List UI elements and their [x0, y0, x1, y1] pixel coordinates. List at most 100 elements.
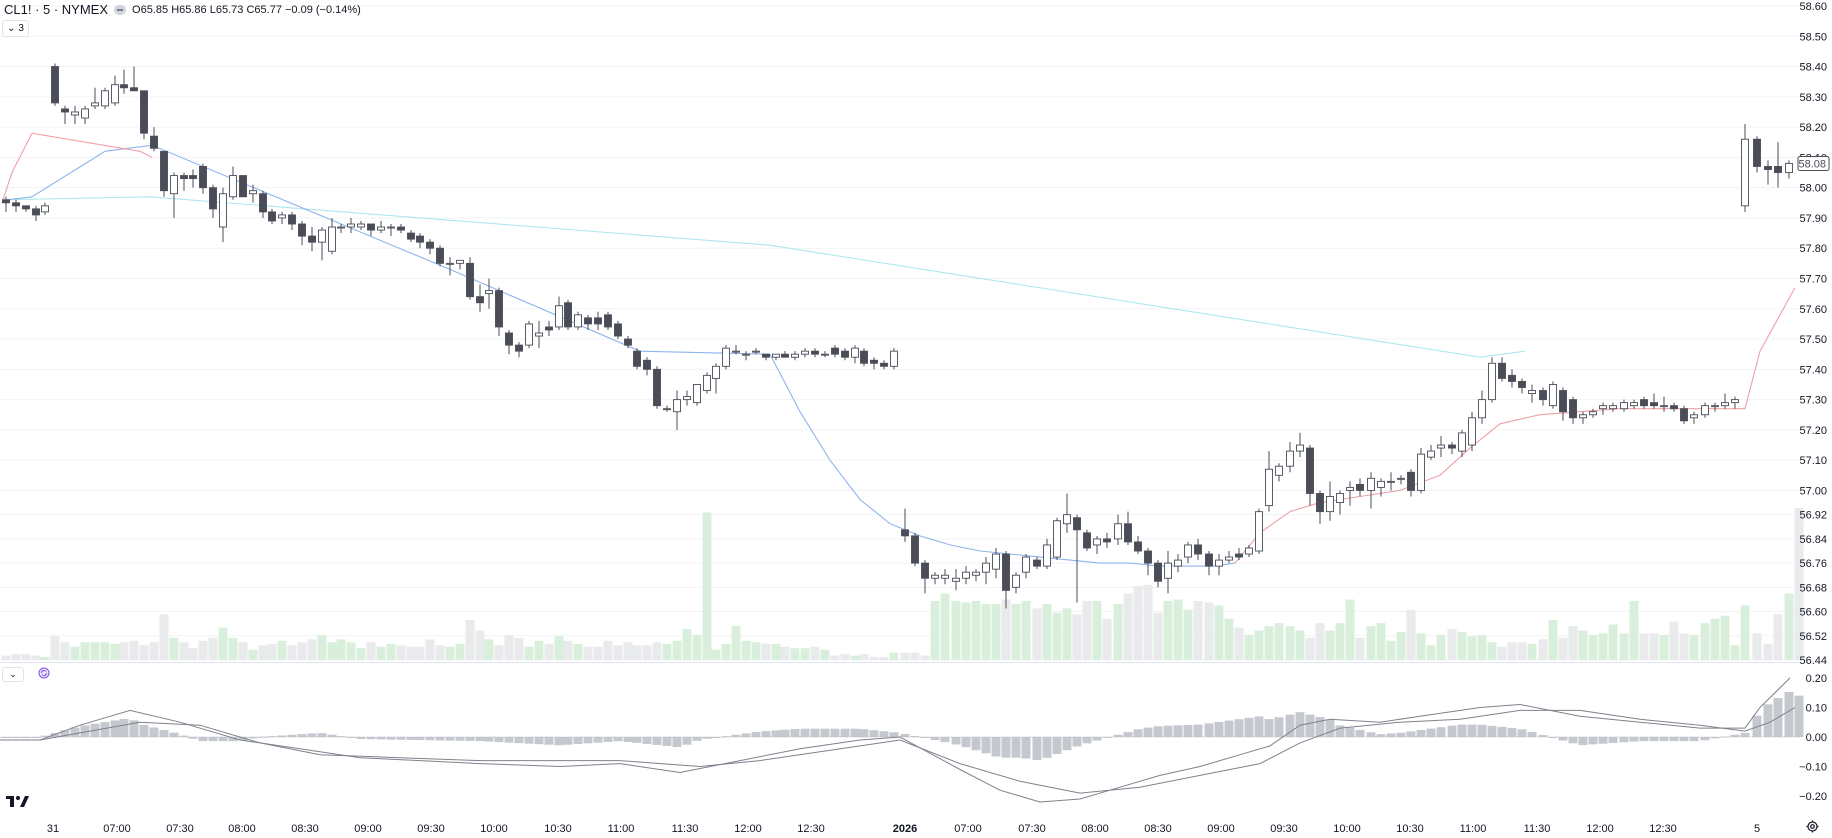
macd-histogram-bar — [1305, 714, 1315, 737]
volume-bar — [1193, 600, 1203, 660]
macd-histogram-bar — [149, 727, 159, 737]
candle-down — [130, 87, 138, 92]
macd-histogram-bar — [731, 734, 741, 737]
time-tick-label: 12:30 — [797, 823, 825, 835]
candle-up — [219, 193, 227, 228]
macd-collapse-button[interactable]: ⌄ — [2, 667, 24, 682]
volume-bar — [1548, 620, 1558, 660]
symbol-title[interactable]: CL1! · 5 · NYMEX — [4, 2, 109, 17]
candle-down — [416, 235, 424, 243]
macd-histogram-bar — [840, 728, 850, 737]
candle-down — [436, 247, 444, 264]
macd-histogram-bar — [771, 730, 781, 737]
candle-up — [535, 332, 543, 337]
ema-red-line — [1234, 287, 1796, 564]
volume-bar — [40, 657, 50, 660]
macd-tick-label: 0.10 — [1806, 702, 1827, 714]
time-tick-label: 11:30 — [672, 823, 699, 835]
candle-down — [762, 353, 770, 358]
tradingview-logo[interactable] — [6, 796, 30, 808]
macd-tick-label: 0.00 — [1806, 732, 1827, 744]
candlesticks — [2, 63, 1793, 609]
candle-up — [752, 350, 760, 353]
volume-bar — [583, 646, 593, 660]
macd-axis[interactable]: 0.20 0.10 0.00 −0.10 −0.20 — [1799, 673, 1827, 803]
volume-bar — [869, 657, 879, 660]
volume-bar — [1163, 600, 1173, 660]
volume-bar — [1214, 605, 1224, 660]
price-tick-label: 56.44 — [1799, 655, 1827, 667]
candle-down — [811, 350, 819, 355]
macd-histogram-bar — [1497, 726, 1507, 737]
volume-bar — [1773, 614, 1783, 660]
candle-up — [972, 571, 980, 576]
volume-bar — [198, 640, 208, 660]
price-tick-label: 57.90 — [1799, 213, 1827, 225]
last-price-text: 58.08 — [1798, 158, 1826, 170]
time-axis[interactable]: 31 07:00 07:30 08:00 08:30 09:00 09:30 10:00 10:… — [47, 823, 1760, 835]
sync-icon[interactable] — [38, 667, 50, 679]
macd-histogram-bar — [1173, 725, 1183, 737]
volume-bar — [396, 645, 406, 660]
macd-histogram-bar — [1689, 737, 1699, 742]
volume-bar — [1082, 600, 1092, 660]
candle-up — [1184, 544, 1192, 558]
candle-down — [1033, 559, 1041, 567]
volume-bar — [1527, 643, 1537, 660]
volume-bar — [159, 614, 169, 660]
volume-bar — [573, 643, 583, 660]
time-tick-label: 08:30 — [291, 823, 319, 835]
macd-histogram-bar — [11, 737, 21, 738]
time-tick-label: 09:00 — [1207, 823, 1235, 835]
candle-up — [1478, 399, 1486, 419]
volume-bar — [1183, 609, 1193, 660]
volume-bar — [830, 655, 840, 660]
volume-bar — [484, 639, 494, 660]
macd-histogram-bar — [761, 731, 771, 737]
candle-down — [1205, 553, 1213, 567]
indicators-toggle-button[interactable]: ⌄ 3 — [2, 20, 29, 37]
volume-bar — [840, 654, 850, 660]
candle-up — [1043, 544, 1051, 567]
volume-bar — [1072, 614, 1082, 660]
macd-histogram-bar — [850, 728, 860, 737]
price-axis[interactable]: 58.6058.5058.4058.3058.2058.1058.0057.90… — [1799, 1, 1827, 667]
macd-histogram-bar — [21, 737, 31, 738]
candle-up — [722, 347, 730, 367]
candle-up — [1336, 493, 1344, 504]
volume-bar — [1244, 634, 1254, 660]
volume-bar — [1794, 508, 1804, 660]
macd-histogram-bar — [1386, 733, 1396, 737]
low-value: 65.73 — [215, 3, 244, 16]
volume-bar — [820, 649, 830, 660]
volume-bar — [179, 642, 189, 660]
candle-up — [851, 347, 859, 358]
volume-bar — [1234, 627, 1244, 660]
market-status-icon[interactable] — [114, 4, 127, 15]
candle-up — [772, 353, 780, 358]
macd-histogram-bar — [524, 737, 534, 744]
macd-pane — [0, 677, 1804, 803]
volume-bar — [1457, 631, 1467, 660]
candle-up — [1785, 162, 1793, 173]
candle-up — [387, 226, 395, 229]
candle-down — [1316, 493, 1324, 513]
gear-icon[interactable] — [1806, 820, 1819, 833]
volume-bar — [613, 645, 623, 660]
price-tick-label: 57.30 — [1799, 395, 1827, 407]
candle-up — [1022, 556, 1030, 573]
price-tick-label: 57.80 — [1799, 243, 1827, 255]
volume-bar — [780, 646, 790, 660]
candle-up — [1377, 480, 1385, 488]
candle-up — [278, 214, 286, 219]
candle-up — [1609, 405, 1617, 410]
candle-up — [1731, 399, 1739, 404]
macd-histogram-bar — [445, 737, 455, 741]
macd-histogram-bar — [465, 737, 475, 741]
macd-histogram-bar — [1021, 737, 1031, 759]
volume-bar — [1274, 623, 1284, 660]
volume-bar — [1477, 634, 1487, 660]
candle-down — [268, 211, 276, 222]
candle-down — [1559, 390, 1567, 413]
